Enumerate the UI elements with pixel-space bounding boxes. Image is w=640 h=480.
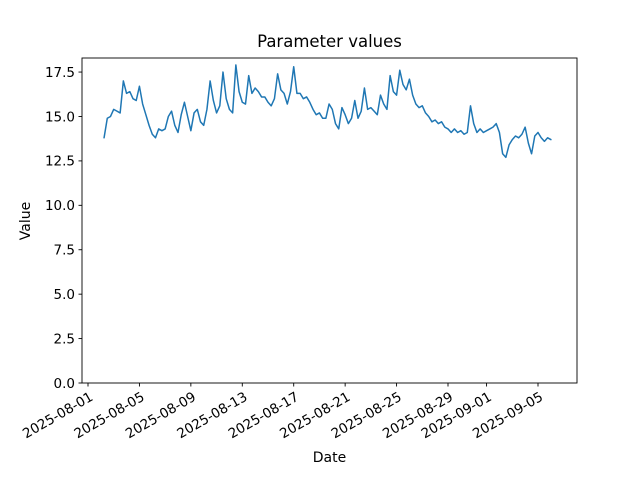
y-tick-label: 2.5	[54, 331, 75, 347]
data-series	[103, 64, 552, 159]
chart-title: Parameter values	[257, 32, 402, 51]
y-tick-label: 10.0	[45, 198, 75, 214]
plot-area	[82, 58, 577, 383]
x-axis-label: Date	[313, 450, 346, 466]
y-tick-label: 5.0	[54, 287, 75, 303]
x-axis: 2025-08-012025-08-052025-08-092025-08-13…	[20, 383, 546, 442]
y-tick-label: 15.0	[45, 109, 75, 125]
y-tick-label: 0.0	[54, 376, 75, 392]
y-tick-label: 12.5	[45, 154, 75, 170]
y-tick-label: 17.5	[45, 65, 75, 81]
axes-spines	[81, 57, 578, 384]
data-line	[103, 64, 552, 159]
y-axis-label: Value	[18, 202, 34, 240]
y-axis: 0.0 2.5 5.0 7.5 10.0 12.5 15.0 17.5	[45, 65, 82, 392]
y-tick-label: 7.5	[54, 243, 75, 259]
